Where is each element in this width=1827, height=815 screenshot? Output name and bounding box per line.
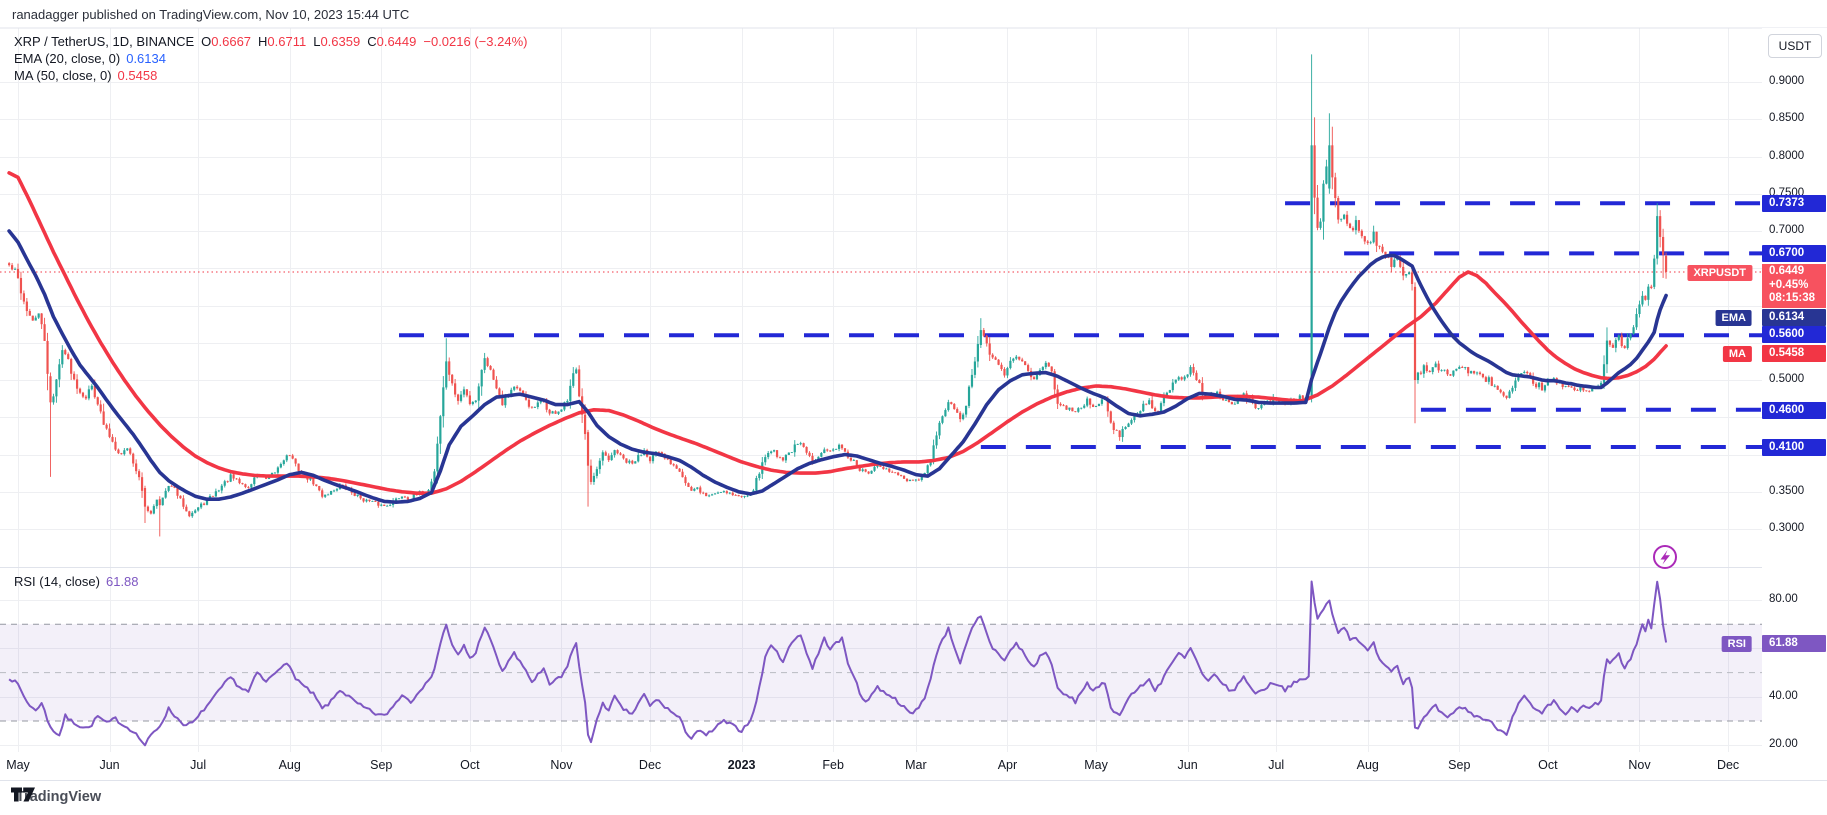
ema-label: EMA (20, close, 0) (14, 51, 121, 66)
time-axis-label: Oct (460, 758, 480, 772)
candlestick-series (8, 54, 1668, 537)
level-price-badge: 0.7373 (1762, 195, 1826, 212)
price-tick-label: 0.3000 (1769, 522, 1805, 534)
time-axis-label: Dec (638, 758, 662, 772)
ohlc-letter: L (313, 34, 321, 49)
ohlc-value: 0.6711 (267, 34, 307, 49)
gridlines (0, 28, 1762, 752)
bar-countdown: 08:15:38 (1769, 292, 1816, 304)
tradingview-wordmark: TradingView (16, 789, 102, 805)
price-tick-label: 0.8000 (1769, 149, 1805, 162)
price-tick-label: 0.3500 (1769, 484, 1805, 497)
publish-header: ranadagger published on TradingView.com,… (0, 0, 1827, 28)
rsi-value-badge: 61.88 (1762, 635, 1826, 653)
symbol-title: XRP / TetherUS, 1D, BINANCE (14, 34, 195, 49)
ma-legend-row[interactable]: MA (50, close, 0) 0.5458 (14, 67, 527, 84)
level-price-badge: 0.5600 (1762, 326, 1826, 343)
time-axis-label: 2023 (727, 758, 756, 772)
ema-value: 0.6134 (126, 51, 166, 66)
rsi-label: RSI (14, close) (14, 574, 100, 589)
level-price-badge: 0.6700 (1762, 245, 1826, 262)
ema-tag: EMA (1715, 309, 1752, 326)
ohlc-values: O0.6667 H0.6711 L0.6359 C0.6449 (194, 34, 416, 49)
ma-value: 0.5458 (117, 68, 158, 83)
tradingview-logo-icon (11, 787, 35, 802)
footer-brand[interactable]: TradingView (10, 785, 101, 809)
time-axis-label: Apr (997, 758, 1018, 772)
price-tick-label: 0.8500 (1769, 112, 1805, 125)
ema-legend-row[interactable]: EMA (20, close, 0) 0.6134 (14, 50, 527, 67)
ohlc-value: 0.6667 (211, 34, 252, 49)
rsi-tick-label: 20.00 (1769, 738, 1798, 751)
time-axis-label: Jun (99, 758, 120, 772)
symbol-tag: XRPUSDT (1687, 264, 1752, 281)
time-axis-label: Sep (370, 758, 393, 772)
rsi-value: 61.88 (105, 574, 139, 589)
time-axis[interactable]: May Jun Jul Aug Sep Oct Nov Dec 2023 Feb Mar Apr May… (0, 752, 1827, 780)
price-tick-label: 0.7000 (1769, 224, 1805, 236)
time-axis-label: Jul (190, 758, 207, 772)
time-axis-label: May (1084, 758, 1108, 772)
ma-price-badge: 0.5458 (1762, 345, 1826, 362)
time-axis-label: Jun (1177, 758, 1198, 772)
time-axis-label: Aug (1356, 758, 1379, 772)
symbol-legend-row[interactable]: XRP / TetherUS, 1D, BINANCE O0.6667 H0.671… (14, 33, 527, 50)
rsi-tag: RSI (1721, 635, 1752, 652)
currency-toggle-button[interactable]: USDT (1768, 34, 1822, 58)
ohlc-value: 0.6359 (320, 34, 361, 49)
rsi-tick-label: 40.00 (1769, 689, 1798, 702)
change-value: −0.0216 (−3.24%) (423, 34, 528, 49)
flash-icon (1653, 545, 1677, 569)
main-pane-legend: XRP / TetherUS, 1D, BINANCE O0.6667 H0.671… (14, 33, 527, 84)
ohlc-value: 0.6449 (376, 34, 417, 49)
price-tick-label: 0.9000 (1769, 75, 1805, 87)
time-axis-label: Nov (1628, 758, 1651, 772)
time-axis-label: Feb (822, 758, 844, 772)
ma-tag: MA (1722, 345, 1752, 362)
last-price-badge: 0.6449 +0.45% 08:15:38 (1762, 264, 1826, 308)
time-axis-label: Nov (550, 758, 573, 772)
level-price-badge: 0.4600 (1762, 402, 1826, 419)
price-axis[interactable]: 0.9000 0.8500 0.8000 0.7500 0.7000 0.5000 0.35… (1762, 28, 1827, 780)
time-axis-label: Mar (905, 758, 927, 772)
ohlc-letter: H (258, 34, 268, 49)
ma-label: MA (50, close, 0) (14, 68, 112, 83)
ema20-line (7, 229, 1668, 504)
ma50-line (7, 171, 1668, 495)
price-tick-label: 0.5000 (1769, 373, 1805, 385)
time-axis-label: Sep (1448, 758, 1471, 772)
last-price-change: +0.45% (1769, 278, 1809, 291)
last-price-value: 0.6449 (1769, 265, 1805, 277)
time-axis-label: Aug (278, 758, 301, 772)
time-axis-label: Dec (1716, 758, 1740, 772)
ohlc-letter: C (367, 34, 377, 49)
publish-info: ranadagger published on TradingView.com,… (12, 7, 410, 22)
time-axis-label: Jul (1268, 758, 1285, 772)
rsi-tick-label: 80.00 (1769, 593, 1798, 605)
rsi-legend-row[interactable]: RSI (14, close) 61.88 (14, 574, 139, 589)
ema-price-badge: 0.6134 (1762, 309, 1826, 326)
rsi-line (8, 580, 1668, 747)
time-axis-label: May (6, 758, 30, 772)
ohlc-letter: O (201, 34, 212, 49)
level-price-badge: 0.4100 (1762, 439, 1826, 456)
time-axis-label: Oct (1538, 758, 1558, 772)
